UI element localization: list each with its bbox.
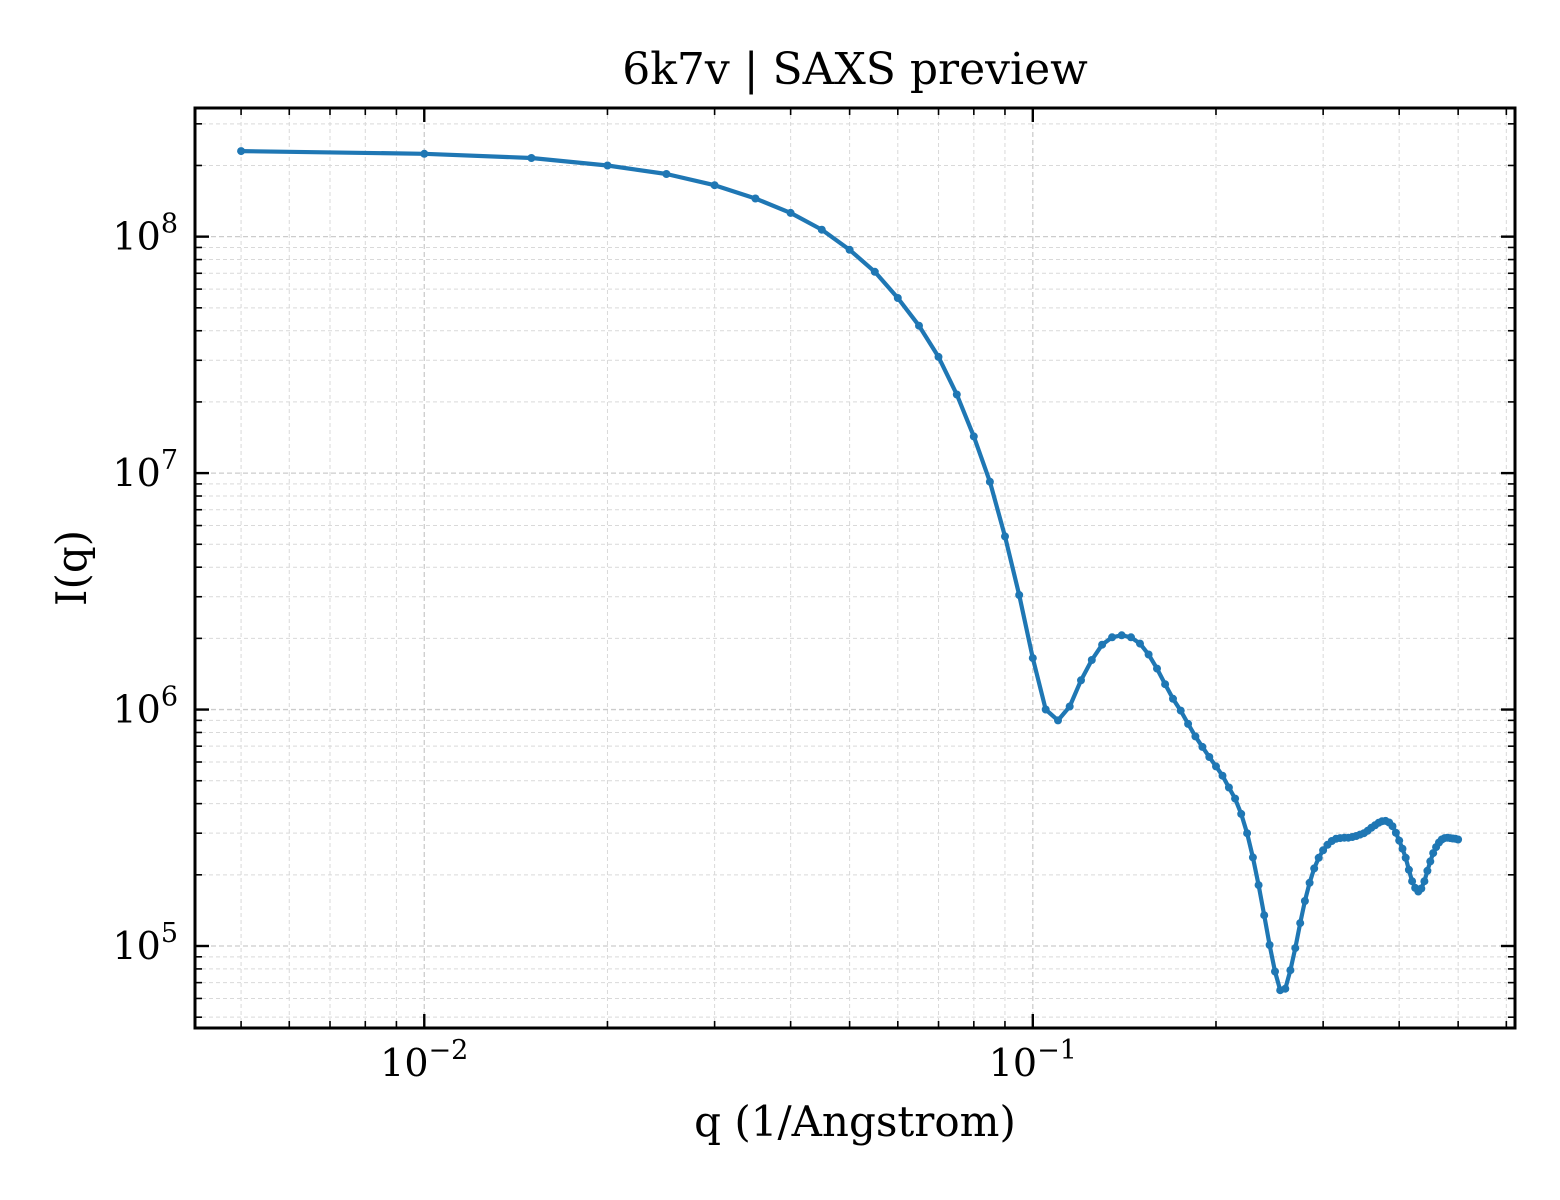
data-point xyxy=(1161,680,1170,689)
data-point xyxy=(1398,844,1407,853)
data-point xyxy=(1265,941,1274,949)
chart-title: 6k7v | SAXS preview xyxy=(622,44,1088,95)
data-point xyxy=(1260,911,1269,920)
plot-frame xyxy=(193,106,1517,1030)
data-point xyxy=(1426,857,1435,866)
data-point xyxy=(237,147,246,156)
data-point xyxy=(893,294,902,302)
data-point xyxy=(1401,853,1410,862)
data-point xyxy=(1296,919,1305,928)
data-point xyxy=(1454,835,1463,844)
y-tick-label: 108 xyxy=(112,209,178,259)
data-point xyxy=(1191,732,1200,741)
data-point xyxy=(985,477,994,486)
data-point xyxy=(1077,676,1085,685)
data-point xyxy=(527,154,536,162)
data-point xyxy=(1015,591,1024,599)
data-point xyxy=(1305,878,1314,887)
data-point xyxy=(1127,633,1135,642)
data-point xyxy=(1319,846,1328,855)
y-tick-label: 105 xyxy=(112,918,178,968)
data-point xyxy=(915,321,923,330)
data-point xyxy=(1423,866,1432,875)
data-point xyxy=(1281,984,1290,993)
data-point xyxy=(1237,809,1246,818)
series-line xyxy=(239,149,1461,993)
y-axis-label: I(q) xyxy=(47,530,96,606)
grid-lines xyxy=(195,108,1515,1028)
data-point xyxy=(1184,719,1193,728)
data-point xyxy=(1001,532,1009,541)
data-point xyxy=(1286,966,1295,975)
data-point xyxy=(1388,822,1397,831)
data-point xyxy=(1254,881,1263,890)
data-point xyxy=(1218,771,1227,780)
y-tick-label: 107 xyxy=(112,445,178,495)
data-point xyxy=(1041,705,1050,714)
data-point xyxy=(1310,864,1319,873)
data-point xyxy=(1054,716,1062,725)
data-point xyxy=(952,390,961,399)
data-point xyxy=(1169,694,1177,703)
data-point xyxy=(1028,654,1037,663)
data-point xyxy=(751,194,760,203)
data-point xyxy=(710,181,719,190)
data-point xyxy=(786,208,795,217)
data-point xyxy=(1205,753,1214,761)
data-point xyxy=(870,267,879,276)
data-point xyxy=(1212,762,1220,771)
data-point xyxy=(934,352,943,361)
data-point xyxy=(1087,656,1096,664)
data-point xyxy=(662,170,671,178)
data-point xyxy=(1391,828,1400,837)
data-point xyxy=(1417,884,1426,893)
data-point xyxy=(1271,967,1279,976)
data-point xyxy=(1314,853,1323,862)
x-tick-label: 10−1 xyxy=(989,1035,1077,1085)
x-axis-label: q (1/Angstrom) xyxy=(694,1097,1016,1146)
x-tick-label: 10−2 xyxy=(380,1035,468,1085)
data-point xyxy=(1108,633,1117,642)
data-point xyxy=(1395,836,1404,845)
tick-labels: 10−2 10−1 105 106 107 108 xyxy=(112,209,1076,1085)
data-point xyxy=(1117,631,1126,640)
data-point xyxy=(1224,783,1233,792)
data-point xyxy=(817,225,826,234)
data-point xyxy=(1176,706,1185,715)
data-point xyxy=(1243,829,1252,838)
y-tick-label: 106 xyxy=(112,682,178,732)
data-point xyxy=(1198,742,1207,751)
data-point xyxy=(420,149,429,158)
data-point xyxy=(1300,897,1309,905)
data-point xyxy=(1291,944,1300,953)
data-point xyxy=(603,161,612,170)
data-point xyxy=(845,245,854,254)
data-point xyxy=(1408,877,1417,886)
data-point xyxy=(1136,639,1144,648)
data-point xyxy=(1098,640,1107,649)
data-point xyxy=(1420,877,1429,886)
data-point xyxy=(1065,702,1074,711)
data-point xyxy=(1231,794,1240,803)
data-point xyxy=(1429,849,1438,858)
data-series xyxy=(237,147,1463,995)
data-point xyxy=(1248,853,1257,862)
data-point xyxy=(1153,664,1161,673)
data-point xyxy=(1404,865,1413,874)
data-point xyxy=(969,432,978,441)
data-point xyxy=(1144,650,1153,659)
